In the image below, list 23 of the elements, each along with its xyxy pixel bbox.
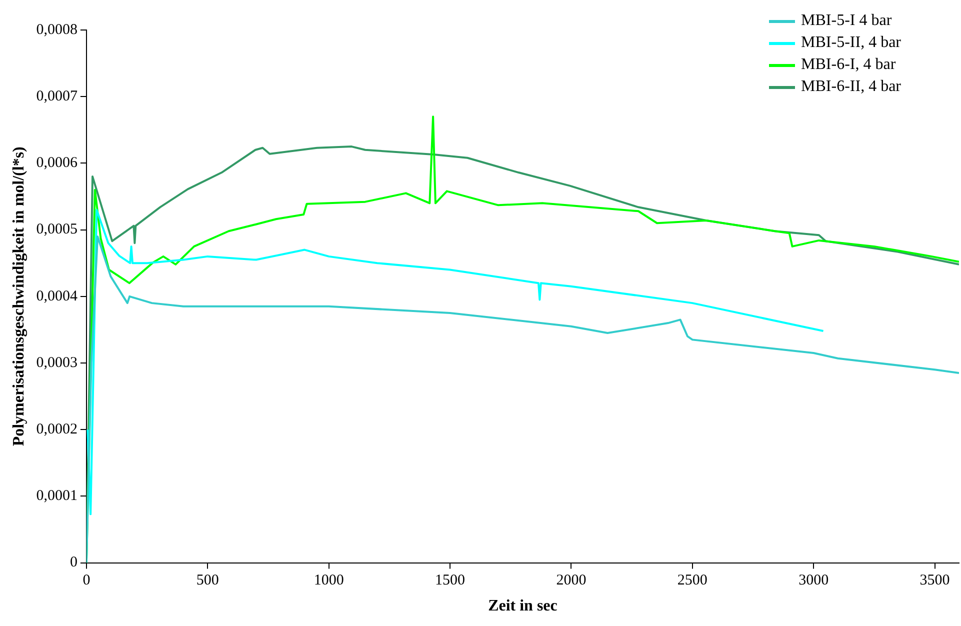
y-tick-label: 0,0004 [36,288,78,304]
y-tick-label: 0,0002 [36,422,78,438]
y-tick-label: 0,0008 [36,22,78,38]
y-tick-label: 0,0003 [36,354,78,371]
y-axis-title: Polymerisationsgeschwindigkeit in mol/(l*s) [10,146,28,446]
legend-label: MBI-5-II, 4 bar [801,34,901,52]
x-tick-label: 0 [82,572,90,589]
x-tick-label: 2500 [677,572,708,589]
x-tick-label: 1500 [435,572,466,589]
x-tick-label: 2000 [556,572,586,589]
y-tick-label: 0,0005 [36,222,78,238]
legend-label: MBI-6-II, 4 bar [801,78,901,96]
y-tick-label: 0,0006 [36,155,78,172]
y-tick-label: 0,0007 [36,88,78,105]
legend-label: MBI-5-I 4 bar [801,12,892,30]
y-tick-label: 0,0001 [36,488,78,504]
legend-label: MBI-6-I, 4 bar [801,56,896,74]
y-tick-label: 0 [70,554,78,571]
x-tick-label: 500 [196,572,219,589]
x-tick-label: 1000 [314,572,344,589]
x-tick-label: 3500 [920,572,950,589]
x-tick-label: 3000 [798,572,829,589]
x-axis-title: Zeit in sec [488,598,558,615]
